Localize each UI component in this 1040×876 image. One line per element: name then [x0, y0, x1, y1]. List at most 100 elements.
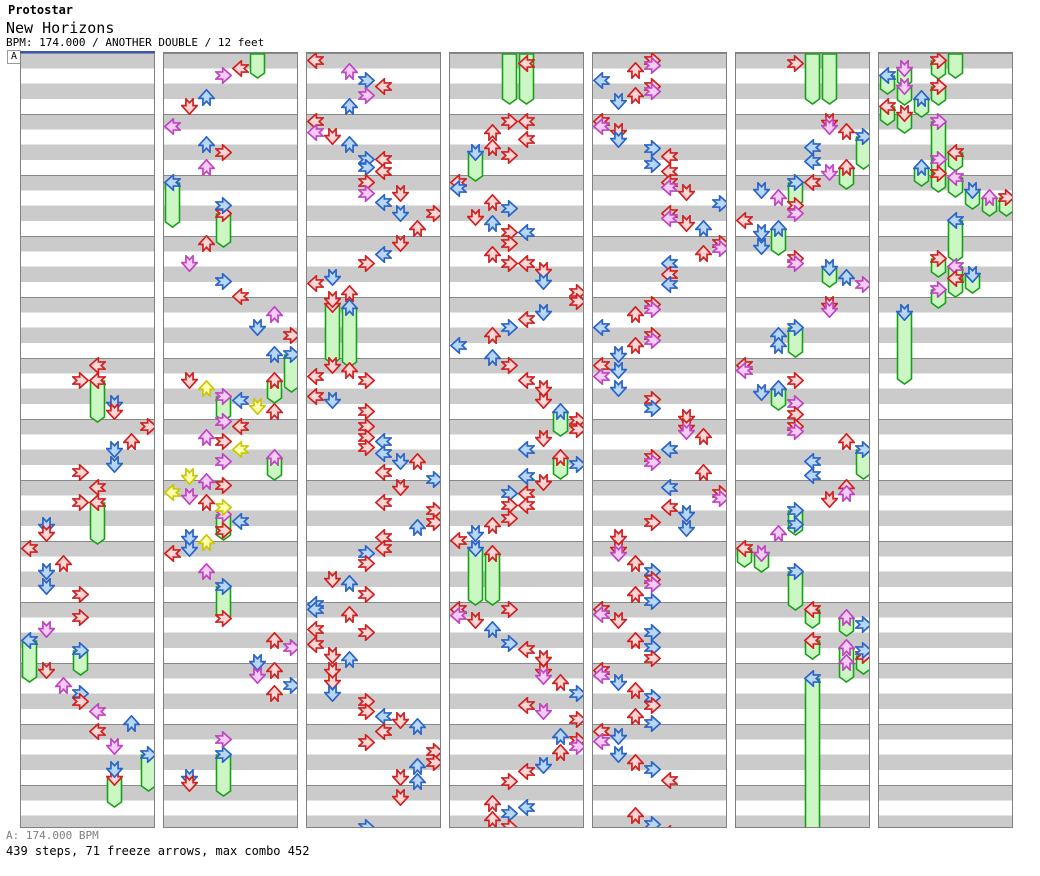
- freeze-arrow-head-d-icon: [821, 259, 838, 276]
- chart-details: BPM: 174.000 / ANOTHER DOUBLE / 12 feet: [6, 36, 265, 49]
- step-arrow-l-icon: [375, 445, 392, 462]
- step-arrow-u-icon: [627, 337, 644, 354]
- chart-column-1: [20, 52, 155, 828]
- step-arrow-r-icon: [787, 55, 804, 72]
- step-arrow-d-icon: [181, 372, 198, 389]
- step-arrow-l-icon: [593, 357, 610, 374]
- freeze-arrow-body: [804, 678, 821, 827]
- step-arrow-l-icon: [307, 113, 324, 130]
- step-arrow-d-icon: [38, 621, 55, 638]
- step-arrow-l-icon: [804, 139, 821, 156]
- step-arrow-l-icon: [89, 723, 106, 740]
- step-arrow-u-icon: [198, 235, 215, 252]
- step-arrow-d-icon: [324, 571, 341, 588]
- step-arrow-d-icon: [753, 224, 770, 241]
- step-arrow-l-icon: [518, 697, 535, 714]
- step-arrow-r-icon: [283, 639, 297, 656]
- step-arrow-r-icon: [358, 372, 375, 389]
- step-arrow-r-icon: [501, 497, 518, 514]
- step-arrow-l-icon: [89, 479, 106, 496]
- step-arrow-l-icon: [518, 468, 535, 485]
- step-arrow-r-icon: [501, 510, 518, 527]
- freeze-arrow-head-d-icon: [896, 304, 913, 321]
- step-arrow-u-icon: [484, 246, 501, 263]
- freeze-arrow-head-l-icon: [947, 270, 964, 287]
- freeze-arrow-head-d-icon: [896, 78, 913, 95]
- step-arrow-l-icon: [593, 72, 610, 89]
- step-arrow-r-icon: [644, 57, 661, 74]
- step-arrow-d-icon: [38, 578, 55, 595]
- step-arrow-u-icon: [266, 685, 283, 702]
- freeze-arrow-head-r-icon: [930, 78, 947, 95]
- step-arrow-u-icon: [627, 555, 644, 572]
- step-arrow-r-icon: [644, 624, 661, 641]
- step-arrow-l-icon: [736, 362, 753, 379]
- step-arrow-l-icon: [518, 255, 535, 272]
- freeze-arrow-head-u-icon: [266, 372, 283, 389]
- step-arrow-l-icon: [518, 485, 535, 502]
- freeze-arrow-head-l-icon: [947, 169, 964, 186]
- step-arrow-u-icon: [484, 194, 501, 211]
- step-arrow-u-icon: [409, 773, 426, 790]
- step-arrow-l-icon: [661, 276, 678, 293]
- step-arrow-l-icon: [375, 464, 392, 481]
- step-arrow-r-icon: [215, 731, 232, 748]
- freeze-arrow-head-u-icon: [838, 654, 855, 671]
- step-arrow-l-icon: [661, 499, 678, 516]
- step-arrow-l-icon: [307, 368, 324, 385]
- step-arrow-l-icon: [375, 246, 392, 263]
- step-arrow-d-icon: [678, 520, 695, 537]
- chart-column-6: [735, 52, 870, 828]
- step-arrow-r-icon: [501, 635, 518, 652]
- step-arrow-r-icon: [569, 685, 583, 702]
- step-arrow-u-icon: [627, 87, 644, 104]
- step-arrow-d-icon: [535, 304, 552, 321]
- step-arrow-l-icon: [375, 529, 392, 546]
- step-arrow-d-icon: [324, 685, 341, 702]
- step-arrow-l-icon: [375, 151, 392, 168]
- step-arrow-r-icon: [215, 67, 232, 84]
- step-arrow-u-icon: [627, 632, 644, 649]
- step-arrow-u-icon: [552, 674, 569, 691]
- step-arrow-l-icon: [232, 60, 249, 77]
- step-arrow-r-icon: [358, 734, 375, 751]
- step-arrow-d-icon: [753, 384, 770, 401]
- step-arrow-r-icon: [644, 514, 661, 531]
- step-arrow-u-icon: [627, 754, 644, 771]
- step-arrow-l-icon: [232, 418, 249, 435]
- step-arrow-d-icon: [392, 789, 409, 806]
- step-arrow-d-icon: [106, 441, 123, 458]
- step-arrow-r-icon: [712, 195, 726, 212]
- freeze-arrow-head-d-icon: [467, 144, 484, 161]
- step-arrow-r-icon: [426, 502, 440, 519]
- step-arrow-u-icon: [552, 744, 569, 761]
- step-arrow-r-icon: [358, 87, 375, 104]
- footer-bpm-line: A: 174.000 BPM: [6, 829, 99, 842]
- step-arrow-u-icon: [341, 575, 358, 592]
- step-arrow-d-icon: [181, 468, 198, 485]
- step-arrow-r-icon: [215, 197, 232, 214]
- step-arrow-l-icon: [593, 733, 610, 750]
- step-arrow-r-icon: [215, 477, 232, 494]
- freeze-arrow-body: [947, 53, 964, 83]
- step-arrow-r-icon: [72, 586, 89, 603]
- step-arrow-r-icon: [787, 372, 804, 389]
- step-arrow-r-icon: [787, 205, 804, 222]
- step-arrow-l-icon: [450, 607, 467, 624]
- freeze-arrow-head-l-icon: [661, 825, 678, 827]
- step-arrow-r-icon: [501, 773, 518, 790]
- step-arrow-u-icon: [341, 362, 358, 379]
- step-arrow-r-icon: [644, 83, 661, 100]
- step-arrow-r-icon: [140, 418, 154, 435]
- step-arrow-d-icon: [535, 474, 552, 491]
- step-arrow-r-icon: [569, 421, 583, 438]
- step-arrow-r-icon: [215, 273, 232, 290]
- step-arrow-l-icon: [593, 368, 610, 385]
- step-arrow-r-icon: [644, 140, 661, 157]
- step-arrow-d-icon: [392, 453, 409, 470]
- freeze-arrow-body: [467, 548, 484, 610]
- step-arrow-u-icon: [55, 555, 72, 572]
- step-arrow-d-icon: [610, 93, 627, 110]
- step-arrow-l-icon: [307, 275, 324, 292]
- step-arrow-d-icon: [610, 674, 627, 691]
